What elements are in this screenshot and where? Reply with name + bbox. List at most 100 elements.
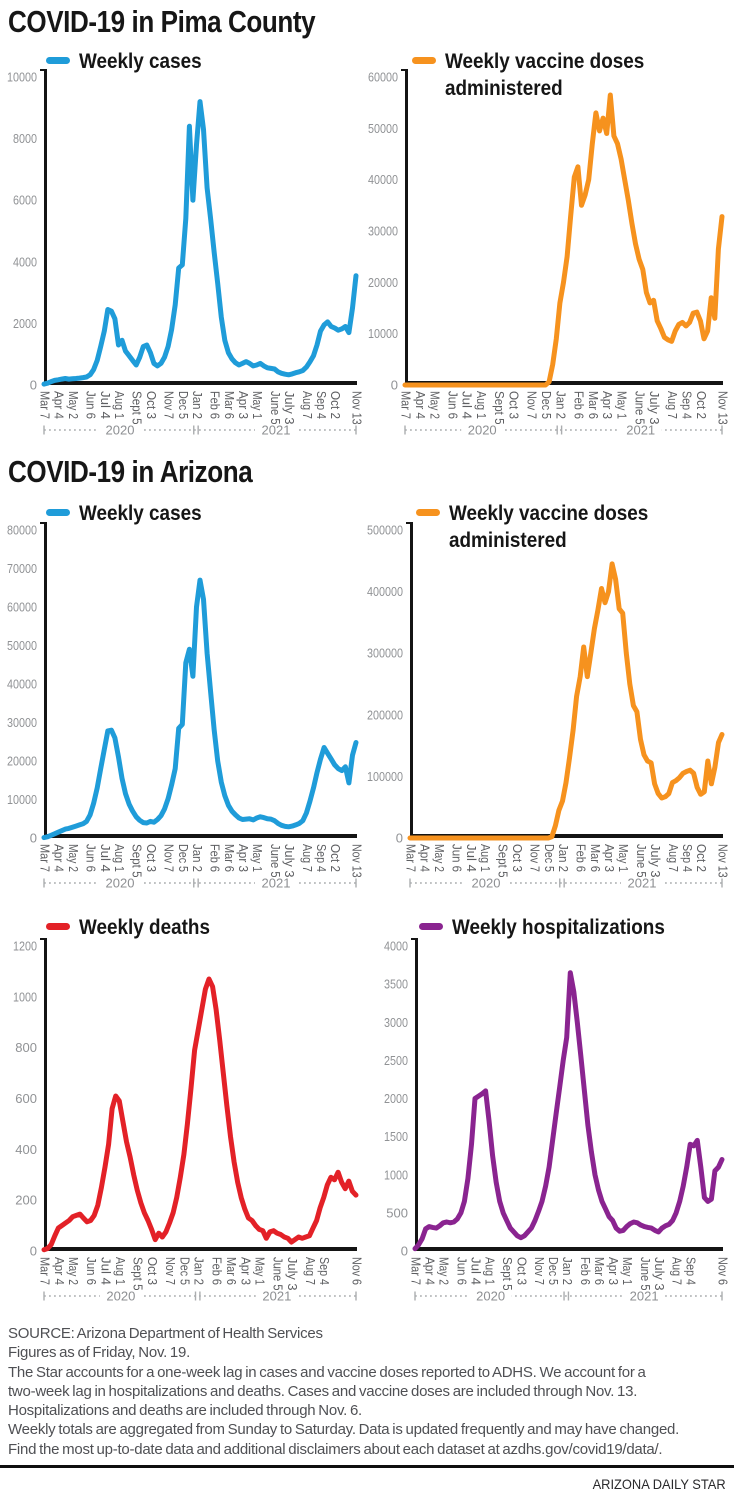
svg-text:Jul 4: Jul 4 — [98, 844, 113, 872]
svg-text:40000: 40000 — [368, 172, 398, 187]
svg-text:Sep 4: Sep 4 — [684, 1257, 699, 1285]
legend-label: Weekly hospitalizations — [452, 916, 665, 939]
chart-arizona-weekly-vaccine-doses: Weekly vaccine doses administered 0 10000… — [367, 494, 734, 894]
svg-text:Jun 6: Jun 6 — [84, 844, 99, 872]
svg-text:Jun 6: Jun 6 — [84, 391, 99, 419]
svg-text:Sep 4: Sep 4 — [680, 844, 695, 872]
svg-text:Nov 6: Nov 6 — [350, 1257, 365, 1285]
svg-text:Nov 13: Nov 13 — [716, 844, 731, 878]
svg-text:May 2: May 2 — [427, 391, 442, 419]
svg-text:July 3: July 3 — [652, 1257, 667, 1291]
svg-text:Oct 2: Oct 2 — [694, 844, 709, 872]
section-title-pima: COVID-19 in Pima County — [8, 4, 316, 39]
svg-text:Dec 5: Dec 5 — [546, 1257, 561, 1285]
svg-text:Apr 4: Apr 4 — [52, 391, 67, 419]
svg-text:Nov 7: Nov 7 — [163, 1257, 178, 1285]
svg-text:Nov 7: Nov 7 — [162, 391, 177, 419]
legend: Weekly vaccine doses administered — [412, 48, 666, 102]
line-plot: 0 200 400 600 800 1000 1200 Mar 7 Apr 4 May 2 Jun … — [13, 938, 365, 1304]
svg-text:Jan 2: Jan 2 — [553, 391, 568, 419]
svg-text:6000: 6000 — [13, 193, 37, 208]
svg-text:Apr 3: Apr 3 — [236, 844, 251, 872]
svg-text:Aug 7: Aug 7 — [303, 1257, 318, 1285]
source-line: SOURCE: Arizona Department of Health Ser… — [8, 1325, 323, 1342]
legend: Weekly hospitalizations — [419, 914, 689, 941]
svg-text:Aug 7: Aug 7 — [300, 844, 315, 872]
svg-text:Mar 7: Mar 7 — [38, 844, 53, 872]
svg-text:May 2: May 2 — [66, 391, 81, 419]
svg-text:Sep 4: Sep 4 — [317, 1257, 332, 1285]
svg-text:June 5: June 5 — [271, 1257, 286, 1291]
svg-text:Jul 4: Jul 4 — [460, 391, 475, 419]
svg-text:Aug 7: Aug 7 — [665, 391, 680, 419]
svg-text:Dec 5: Dec 5 — [176, 391, 191, 419]
svg-text:Apr 3: Apr 3 — [602, 844, 617, 872]
svg-text:Mar 6: Mar 6 — [586, 391, 601, 419]
svg-text:1000: 1000 — [384, 1167, 408, 1182]
svg-text:May 1: May 1 — [250, 391, 265, 419]
svg-text:10000: 10000 — [7, 792, 37, 807]
svg-text:Jan 2: Jan 2 — [190, 391, 205, 419]
svg-text:60000: 60000 — [368, 70, 398, 85]
svg-text:1500: 1500 — [384, 1129, 408, 1144]
svg-text:Aug 7: Aug 7 — [666, 844, 681, 872]
svg-text:3000: 3000 — [384, 1015, 408, 1030]
svg-text:0: 0 — [401, 1244, 408, 1259]
svg-text:Apr 4: Apr 4 — [413, 391, 428, 419]
svg-text:50000: 50000 — [7, 638, 37, 653]
svg-text:2020: 2020 — [106, 1289, 135, 1304]
svg-text:Feb 6: Feb 6 — [578, 1257, 593, 1285]
svg-text:Oct 3: Oct 3 — [514, 1257, 529, 1285]
svg-text:Jun 6: Jun 6 — [84, 1257, 99, 1285]
svg-text:200000: 200000 — [367, 707, 403, 722]
svg-text:Feb 6: Feb 6 — [208, 844, 223, 872]
svg-text:Sept 5: Sept 5 — [500, 1257, 515, 1291]
svg-text:2020: 2020 — [468, 423, 497, 438]
svg-text:Apr 4: Apr 4 — [52, 844, 67, 872]
svg-text:1200: 1200 — [13, 939, 37, 954]
svg-text:Jun 6: Jun 6 — [454, 1257, 469, 1285]
svg-text:30000: 30000 — [368, 224, 398, 239]
footnote-lag: The Star accounts for a one-week lag in … — [8, 1363, 646, 1420]
svg-text:0: 0 — [30, 378, 37, 393]
svg-text:Apr 4: Apr 4 — [423, 1257, 438, 1285]
svg-text:Dec 5: Dec 5 — [176, 844, 191, 872]
svg-text:Nov 13: Nov 13 — [350, 391, 365, 425]
svg-text:Nov 13: Nov 13 — [716, 391, 731, 425]
svg-text:Sept 5: Sept 5 — [492, 391, 507, 425]
svg-text:Apr 4: Apr 4 — [418, 844, 433, 872]
svg-text:May 1: May 1 — [616, 844, 631, 872]
svg-text:800: 800 — [15, 1040, 37, 1055]
svg-text:Jul 4: Jul 4 — [468, 1257, 483, 1285]
svg-text:Oct 3: Oct 3 — [144, 844, 159, 872]
svg-text:0: 0 — [30, 831, 37, 846]
svg-text:Sept 5: Sept 5 — [130, 391, 145, 425]
svg-text:Jul 4: Jul 4 — [98, 1257, 113, 1285]
chart-pima-weekly-cases: Weekly cases 0 2000 4000 6000 8000 10000 Mar 7… — [0, 44, 367, 444]
svg-text:500000: 500000 — [367, 523, 403, 538]
svg-text:May 2: May 2 — [66, 844, 81, 872]
svg-text:Mar 7: Mar 7 — [38, 1257, 53, 1285]
svg-text:Oct 2: Oct 2 — [328, 844, 343, 872]
svg-text:Sept 5: Sept 5 — [130, 844, 145, 878]
svg-text:2021: 2021 — [628, 876, 657, 891]
svg-text:400: 400 — [15, 1142, 37, 1157]
svg-text:Oct 3: Oct 3 — [145, 1257, 160, 1285]
svg-text:500: 500 — [386, 1205, 408, 1220]
section-title-arizona: COVID-19 in Arizona — [8, 454, 253, 489]
svg-text:2020: 2020 — [106, 423, 135, 438]
publisher-credit: ARIZONA DAILY STAR — [592, 1476, 726, 1492]
svg-text:2500: 2500 — [384, 1053, 408, 1068]
svg-text:Jan 2: Jan 2 — [192, 1257, 207, 1285]
legend: Weekly deaths — [46, 914, 225, 941]
svg-text:Dec 5: Dec 5 — [539, 391, 554, 419]
svg-text:2021: 2021 — [626, 423, 655, 438]
svg-text:Aug 1: Aug 1 — [112, 391, 127, 419]
svg-text:Oct 3: Oct 3 — [510, 844, 525, 872]
svg-text:Jan 2: Jan 2 — [556, 844, 571, 872]
legend-swatch — [46, 509, 70, 516]
svg-text:Oct 3: Oct 3 — [144, 391, 159, 419]
svg-text:Mar 6: Mar 6 — [222, 844, 237, 872]
